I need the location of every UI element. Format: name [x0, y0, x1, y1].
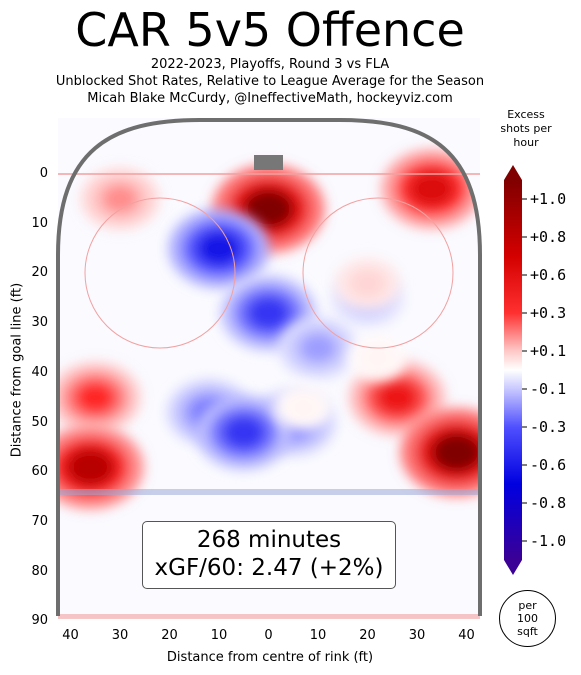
- colorbar-top-arrow: [504, 165, 522, 180]
- heat-contour: [66, 448, 115, 487]
- colorbar-ticks: [522, 198, 527, 542]
- faceoff-circle-right: [302, 197, 454, 349]
- y-tick-label: 20: [31, 265, 48, 281]
- heat-contour: [247, 296, 290, 330]
- colorbar-tick-label: +0.1: [530, 342, 567, 360]
- colorbar-tick-label: -0.6: [530, 456, 567, 474]
- x-tick-label: 0: [264, 628, 273, 643]
- chart-title: CAR 5v5 Offence: [75, 3, 465, 57]
- heat-contour: [243, 188, 294, 229]
- y-tick-label: 50: [31, 414, 48, 430]
- heat-contour: [375, 380, 419, 415]
- area-unit-badge: per 100 sqft: [499, 590, 556, 647]
- colorbar-tick-label: +0.3: [530, 304, 567, 322]
- colorbar-tick-label: -0.1: [530, 380, 567, 398]
- heat-contour: [364, 347, 391, 369]
- xgf-per-60: xGF/60: 2.47 (+2%): [154, 555, 384, 581]
- colorbar-tick-label: +0.6: [530, 266, 567, 284]
- y-tick-label: 90: [31, 613, 48, 629]
- x-tick-label: 40: [458, 628, 475, 643]
- heat-region: [348, 334, 407, 381]
- y-tick-label: 60: [31, 464, 48, 480]
- x-tick-label: 20: [161, 628, 178, 643]
- heat-regions: [58, 149, 480, 510]
- y-tick-label: 80: [31, 563, 48, 579]
- heat-region: [381, 149, 480, 229]
- heat-contour: [352, 271, 383, 296]
- x-tick-label: 20: [359, 628, 376, 643]
- heat-region: [220, 275, 317, 351]
- heat-contour: [289, 397, 317, 418]
- heat-contour: [431, 432, 480, 473]
- rink-markings: [58, 155, 480, 619]
- subtitle-line-2: Unblocked Shot Rates, Relative to League…: [55, 74, 485, 89]
- y-tick-label: 30: [31, 315, 48, 331]
- heat-contour: [102, 184, 138, 213]
- y-tick-label: 10: [31, 215, 48, 231]
- rink-boards: [56, 118, 482, 616]
- area-unit-line-3: sqft: [517, 625, 538, 638]
- x-tick-label: 30: [408, 628, 426, 643]
- minutes-played: 268 minutes: [196, 527, 342, 553]
- heat-region: [278, 317, 358, 379]
- colorbar: [504, 180, 522, 560]
- y-tick-label: 70: [31, 513, 48, 529]
- centre-line: [58, 614, 480, 619]
- heat-region: [400, 408, 480, 497]
- heat-region: [58, 362, 141, 433]
- y-tick-label: 0: [39, 166, 48, 181]
- x-tick-label: 40: [62, 628, 79, 643]
- heat-contour: [300, 334, 336, 362]
- goal-net: [254, 155, 283, 170]
- x-tick-label: 10: [210, 628, 228, 643]
- colorbar-bottom-arrow: [504, 560, 522, 575]
- colorbar-tick-label: -0.8: [530, 494, 567, 512]
- heat-contour: [222, 415, 266, 450]
- heat-region: [196, 395, 292, 470]
- colorbar-tick-label: -1.0: [530, 532, 567, 550]
- heat-region: [80, 168, 160, 230]
- blue-line: [58, 489, 480, 495]
- heat-contour: [75, 381, 116, 414]
- area-unit-line-1: per: [518, 599, 537, 612]
- faceoff-circle-left: [84, 197, 236, 349]
- heat-region: [273, 384, 333, 431]
- area-unit-line-2: 100: [517, 612, 538, 625]
- x-tick-label: 10: [309, 628, 327, 643]
- heat-region: [58, 425, 144, 510]
- heat-contour: [409, 171, 455, 207]
- subtitle-line-3: Micah Blake McCurdy, @IneffectiveMath, h…: [87, 91, 453, 106]
- colorbar-title: Excess shots per hour: [500, 108, 552, 149]
- heat-region: [333, 256, 402, 310]
- heat-region: [168, 208, 270, 289]
- colorbar-tick-label: +1.0: [530, 190, 567, 208]
- subtitle-line-1: 2022-2023, Playoffs, Round 3 vs FLA: [150, 57, 390, 72]
- x-axis-label: Distance from centre of rink (ft): [166, 650, 374, 665]
- colorbar-tick-label: +0.8: [530, 228, 567, 246]
- heat-contour: [196, 230, 242, 267]
- x-tick-label: 30: [111, 628, 129, 643]
- colorbar-tick-label: -0.3: [530, 418, 567, 436]
- summary-box: 268 minutes xGF/60: 2.47 (+2%): [142, 521, 396, 589]
- y-tick-label: 40: [31, 364, 48, 380]
